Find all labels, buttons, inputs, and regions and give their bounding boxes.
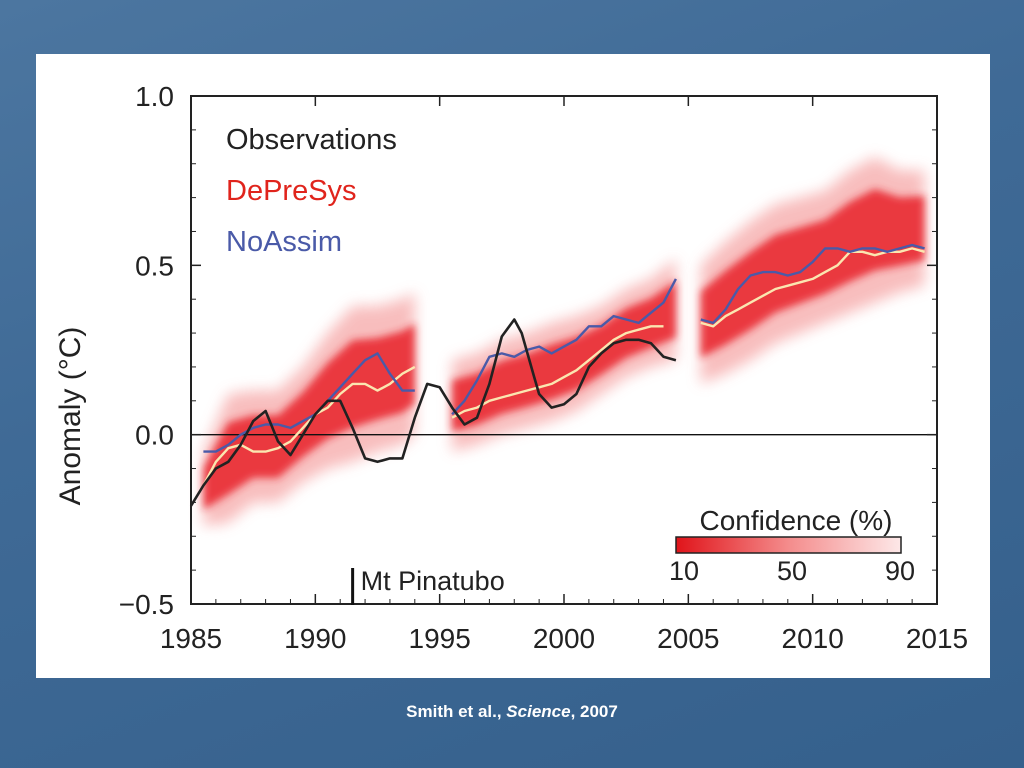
confidence-bands bbox=[203, 156, 925, 527]
x-tick-label-1985: 1985 bbox=[160, 623, 222, 654]
series-lines bbox=[189, 243, 925, 507]
x-tick-label-1990: 1990 bbox=[284, 623, 346, 654]
x-tick-label-2015: 2015 bbox=[906, 623, 968, 654]
y-tick-label-1: 0.0 bbox=[135, 420, 174, 451]
series-observations-line-0 bbox=[189, 318, 677, 507]
y-tick-label-2: 0.5 bbox=[135, 250, 174, 281]
colorbar-ticks: 10 50 90 bbox=[669, 556, 915, 586]
y-tick-label-3: 1.0 bbox=[135, 81, 174, 112]
figure-panel: 1985 1990 1995 2000 2005 2010 2015 −0.5 0.0 0.5 1.… bbox=[36, 54, 990, 678]
series-depresys-line-0 bbox=[202, 365, 416, 487]
confidence-band-core-2 bbox=[700, 188, 925, 358]
pinatubo-label: Mt Pinatubo bbox=[361, 566, 505, 596]
series-noassim-line-1 bbox=[451, 278, 677, 416]
x-tick-label-2010: 2010 bbox=[782, 623, 844, 654]
confidence-label: Confidence (%) bbox=[700, 505, 893, 536]
series-noassim-line-0 bbox=[203, 352, 415, 453]
figure-caption: Smith et al., Science, 2007 bbox=[0, 702, 1024, 722]
colorbar-tick-10: 10 bbox=[669, 556, 699, 586]
x-tick-label-1995: 1995 bbox=[409, 623, 471, 654]
caption-year: , 2007 bbox=[570, 702, 618, 721]
axis-ticks: 1985 1990 1995 2000 2005 2010 2015 −0.5 0.0 0.5 1.… bbox=[119, 81, 968, 654]
y-axis-label: Anomaly (°C) bbox=[54, 327, 87, 506]
anomaly-chart: 1985 1990 1995 2000 2005 2010 2015 −0.5 0.0 0.5 1.… bbox=[54, 81, 968, 654]
legend-depresys: DePreSys bbox=[226, 175, 357, 207]
colorbar-tick-90: 90 bbox=[885, 556, 915, 586]
colorbar-tick-50: 50 bbox=[777, 556, 807, 586]
series-noassim-line-2 bbox=[700, 243, 925, 325]
confidence-colorbar bbox=[675, 536, 902, 554]
caption-journal: Science bbox=[506, 702, 571, 721]
legend-noassim: NoAssim bbox=[226, 226, 342, 258]
x-tick-label-2000: 2000 bbox=[533, 623, 595, 654]
series-depresys-line-1 bbox=[451, 325, 664, 419]
caption-authors: Smith et al., bbox=[406, 702, 507, 721]
legend-observations: Observations bbox=[226, 124, 397, 156]
x-tick-label-2005: 2005 bbox=[657, 623, 719, 654]
pinatubo-annotation: Mt Pinatubo bbox=[351, 566, 505, 605]
y-tick-label-0: −0.5 bbox=[119, 589, 174, 620]
